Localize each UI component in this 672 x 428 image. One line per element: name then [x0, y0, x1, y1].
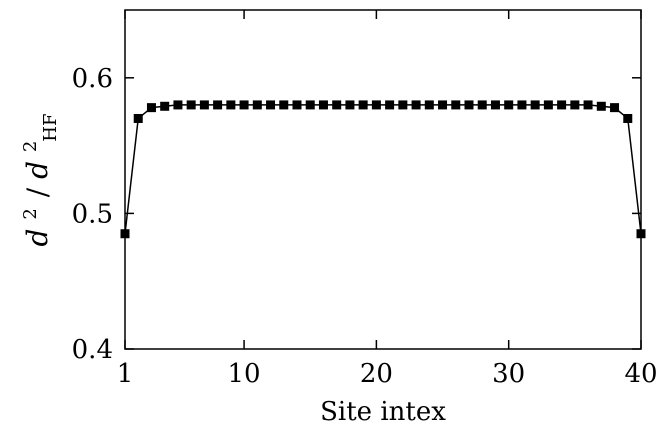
- x-tick-label: 30: [492, 359, 525, 389]
- y-tick-label: 0.5: [72, 199, 113, 229]
- data-point: [279, 100, 289, 110]
- x-tick-label: 20: [360, 359, 393, 389]
- data-point: [371, 100, 381, 110]
- tick-labels: 1 10 20 30 40 0.4 0.5 0.6: [72, 64, 658, 389]
- data-point: [623, 113, 633, 123]
- data-point: [120, 229, 130, 239]
- y-axis-label-d2: d: [21, 161, 54, 179]
- x-tick-label: 10: [228, 359, 261, 389]
- y-axis-label-sup1: 2: [20, 208, 41, 219]
- data-point: [543, 100, 553, 110]
- data-point: [146, 103, 156, 113]
- markers: [120, 100, 646, 239]
- data-point: [133, 113, 143, 123]
- data-point: [345, 100, 355, 110]
- data-point: [477, 100, 487, 110]
- data-point: [332, 100, 342, 110]
- y-axis-label-d1: d: [21, 229, 54, 247]
- data-point: [358, 100, 368, 110]
- y-axis-label-sup2: 2: [20, 141, 41, 152]
- data-point: [636, 229, 646, 239]
- data-point: [517, 100, 527, 110]
- data-point: [570, 100, 580, 110]
- plot-frame: [124, 9, 642, 350]
- series-line: [124, 104, 642, 234]
- data-point: [385, 100, 395, 110]
- data-point: [213, 100, 223, 110]
- data-point: [266, 100, 276, 110]
- data-point: [305, 100, 315, 110]
- data-point: [173, 100, 183, 110]
- x-axis-label: Site intex: [320, 397, 446, 427]
- y-axis-label: d 2 / d 2 HF: [10, 114, 61, 247]
- data-point: [438, 100, 448, 110]
- data-point: [451, 100, 461, 110]
- data-point: [424, 100, 434, 110]
- ticks: [124, 10, 642, 350]
- data-point: [318, 100, 328, 110]
- y-tick-label: 0.4: [72, 335, 113, 365]
- data-point: [252, 100, 262, 110]
- data-point: [557, 100, 567, 110]
- data-point: [610, 103, 620, 113]
- data-point: [292, 100, 302, 110]
- data-point: [490, 100, 500, 110]
- svg-text:d 2 / d: d 2 / d 2 HF: [10, 114, 61, 247]
- data-point: [199, 100, 209, 110]
- data-point: [464, 100, 474, 110]
- y-axis-label-sub2: HF: [40, 114, 61, 142]
- data-point: [239, 100, 249, 110]
- y-tick-label: 0.6: [72, 64, 113, 94]
- data-point: [186, 100, 196, 110]
- data-point: [583, 100, 593, 110]
- x-tick-label: 1: [117, 359, 134, 389]
- data-point: [504, 100, 514, 110]
- x-tick-label: 40: [624, 359, 657, 389]
- data-point: [411, 100, 421, 110]
- y-axis-label-slash: /: [21, 187, 54, 197]
- data-point: [226, 100, 236, 110]
- data-point: [596, 101, 606, 111]
- data-point: [530, 100, 540, 110]
- data-point: [398, 100, 408, 110]
- data-point: [160, 101, 170, 111]
